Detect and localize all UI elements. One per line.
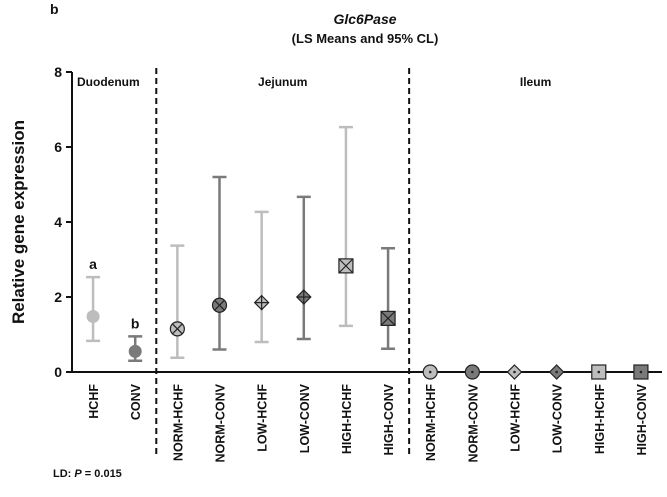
- point-marker: [548, 364, 565, 380]
- point-marker: [211, 297, 228, 313]
- chart-title: Glc6Pase: [333, 11, 396, 27]
- marker-part: [380, 310, 396, 326]
- y-axis-label: Relative gene expression: [9, 120, 28, 324]
- marker-part: [555, 370, 558, 374]
- x-tick-label: NORM-CONV: [214, 383, 228, 462]
- marker-part: [214, 299, 225, 311]
- point-marker: [591, 364, 607, 380]
- x-tick-label: LOW-HCHF: [509, 384, 523, 452]
- y-tick-label: 2: [54, 289, 62, 305]
- x-tick-label: LOW-CONV: [298, 383, 312, 453]
- x-tick-label: HIGH-HCHF: [593, 384, 607, 454]
- point-marker: [128, 344, 142, 358]
- group-label: Jejunum: [258, 75, 307, 89]
- marker-part: [128, 344, 142, 358]
- footnote: LD: P = 0.015: [53, 468, 122, 480]
- x-tick-label: HCHF: [87, 384, 101, 419]
- marker-part: [86, 310, 100, 323]
- point-marker: [633, 364, 649, 380]
- marker-part: [428, 370, 432, 374]
- point-marker: [86, 310, 100, 323]
- group-letter: a: [89, 256, 97, 272]
- point-marker: [422, 364, 438, 380]
- point-marker: [169, 321, 185, 337]
- y-tick-label: 4: [54, 214, 62, 230]
- y-tick-label: 0: [54, 364, 62, 380]
- x-tick-label: NORM-HCHF: [171, 384, 185, 461]
- x-tick-label: LOW-CONV: [551, 383, 565, 453]
- footnote-italic: P: [74, 468, 82, 480]
- x-tick-label: NORM-HCHF: [424, 384, 438, 461]
- marker-part: [172, 323, 183, 335]
- group-label: Duodenum: [77, 75, 140, 89]
- x-tick-label: HIGH-HCHF: [340, 384, 354, 454]
- marker-part: [597, 370, 601, 374]
- x-tick-label: HIGH-CONV: [382, 383, 396, 455]
- footnote-prefix: LD:: [53, 468, 71, 480]
- point-marker: [338, 258, 354, 274]
- point-marker: [253, 294, 270, 311]
- marker-part: [513, 370, 516, 374]
- point-marker: [380, 310, 396, 326]
- marker-part: [471, 370, 474, 374]
- group-letter: b: [131, 315, 140, 331]
- x-tick-label: LOW-HCHF: [256, 384, 270, 452]
- x-tick-label: CONV: [129, 383, 143, 420]
- marker-part: [338, 258, 354, 274]
- y-tick-label: 8: [54, 64, 62, 80]
- panel-label: b: [50, 1, 59, 17]
- x-tick-label: NORM-CONV: [466, 383, 480, 462]
- point-marker: [295, 289, 312, 305]
- point-marker: [506, 364, 523, 380]
- y-tick-label: 6: [54, 139, 62, 155]
- chart-subtitle: (LS Means and 95% CL): [292, 31, 439, 46]
- footnote-suffix: = 0.015: [85, 468, 122, 480]
- x-tick-label: HIGH-CONV: [635, 383, 649, 455]
- point-marker: [464, 364, 480, 380]
- group-label: Ileum: [520, 75, 551, 89]
- marker-part: [639, 370, 643, 374]
